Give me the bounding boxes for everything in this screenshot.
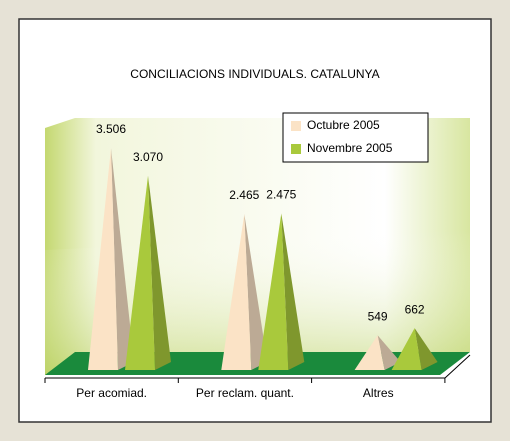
data-label: 2.475 — [266, 188, 296, 202]
data-label: 662 — [405, 302, 425, 316]
legend-swatch — [291, 144, 301, 154]
x-tick-label: Per reclam. quant. — [196, 386, 294, 400]
x-tick-label: Per acomiad. — [76, 386, 147, 400]
pyramid-side — [377, 335, 401, 370]
legend-label: Octubre 2005 — [307, 118, 380, 132]
data-label: 3.070 — [133, 150, 163, 164]
pyramid-front — [258, 213, 289, 370]
legend-label: Novembre 2005 — [307, 141, 393, 155]
pyramid-side — [414, 328, 438, 370]
legend — [282, 112, 429, 163]
pyramid-side — [111, 148, 134, 370]
pyramid-side — [148, 175, 171, 370]
data-label: 2.465 — [229, 188, 259, 202]
pyramid-front — [221, 213, 252, 370]
data-label: 3.506 — [96, 122, 126, 136]
pyramid-front — [88, 148, 118, 370]
chart-title: CONCILIACIONS INDIVIDUALS. CATALUNYA — [130, 67, 379, 81]
data-label: 549 — [368, 309, 388, 323]
pyramid-front — [125, 175, 155, 370]
x-tick-label: Altres — [363, 386, 394, 400]
pyramid-side — [281, 213, 305, 370]
x-axis-depth — [444, 354, 471, 379]
pyramid-front — [391, 328, 422, 370]
legend-swatch — [291, 121, 301, 131]
pyramid-front — [354, 335, 385, 370]
pyramid-side — [244, 213, 268, 370]
